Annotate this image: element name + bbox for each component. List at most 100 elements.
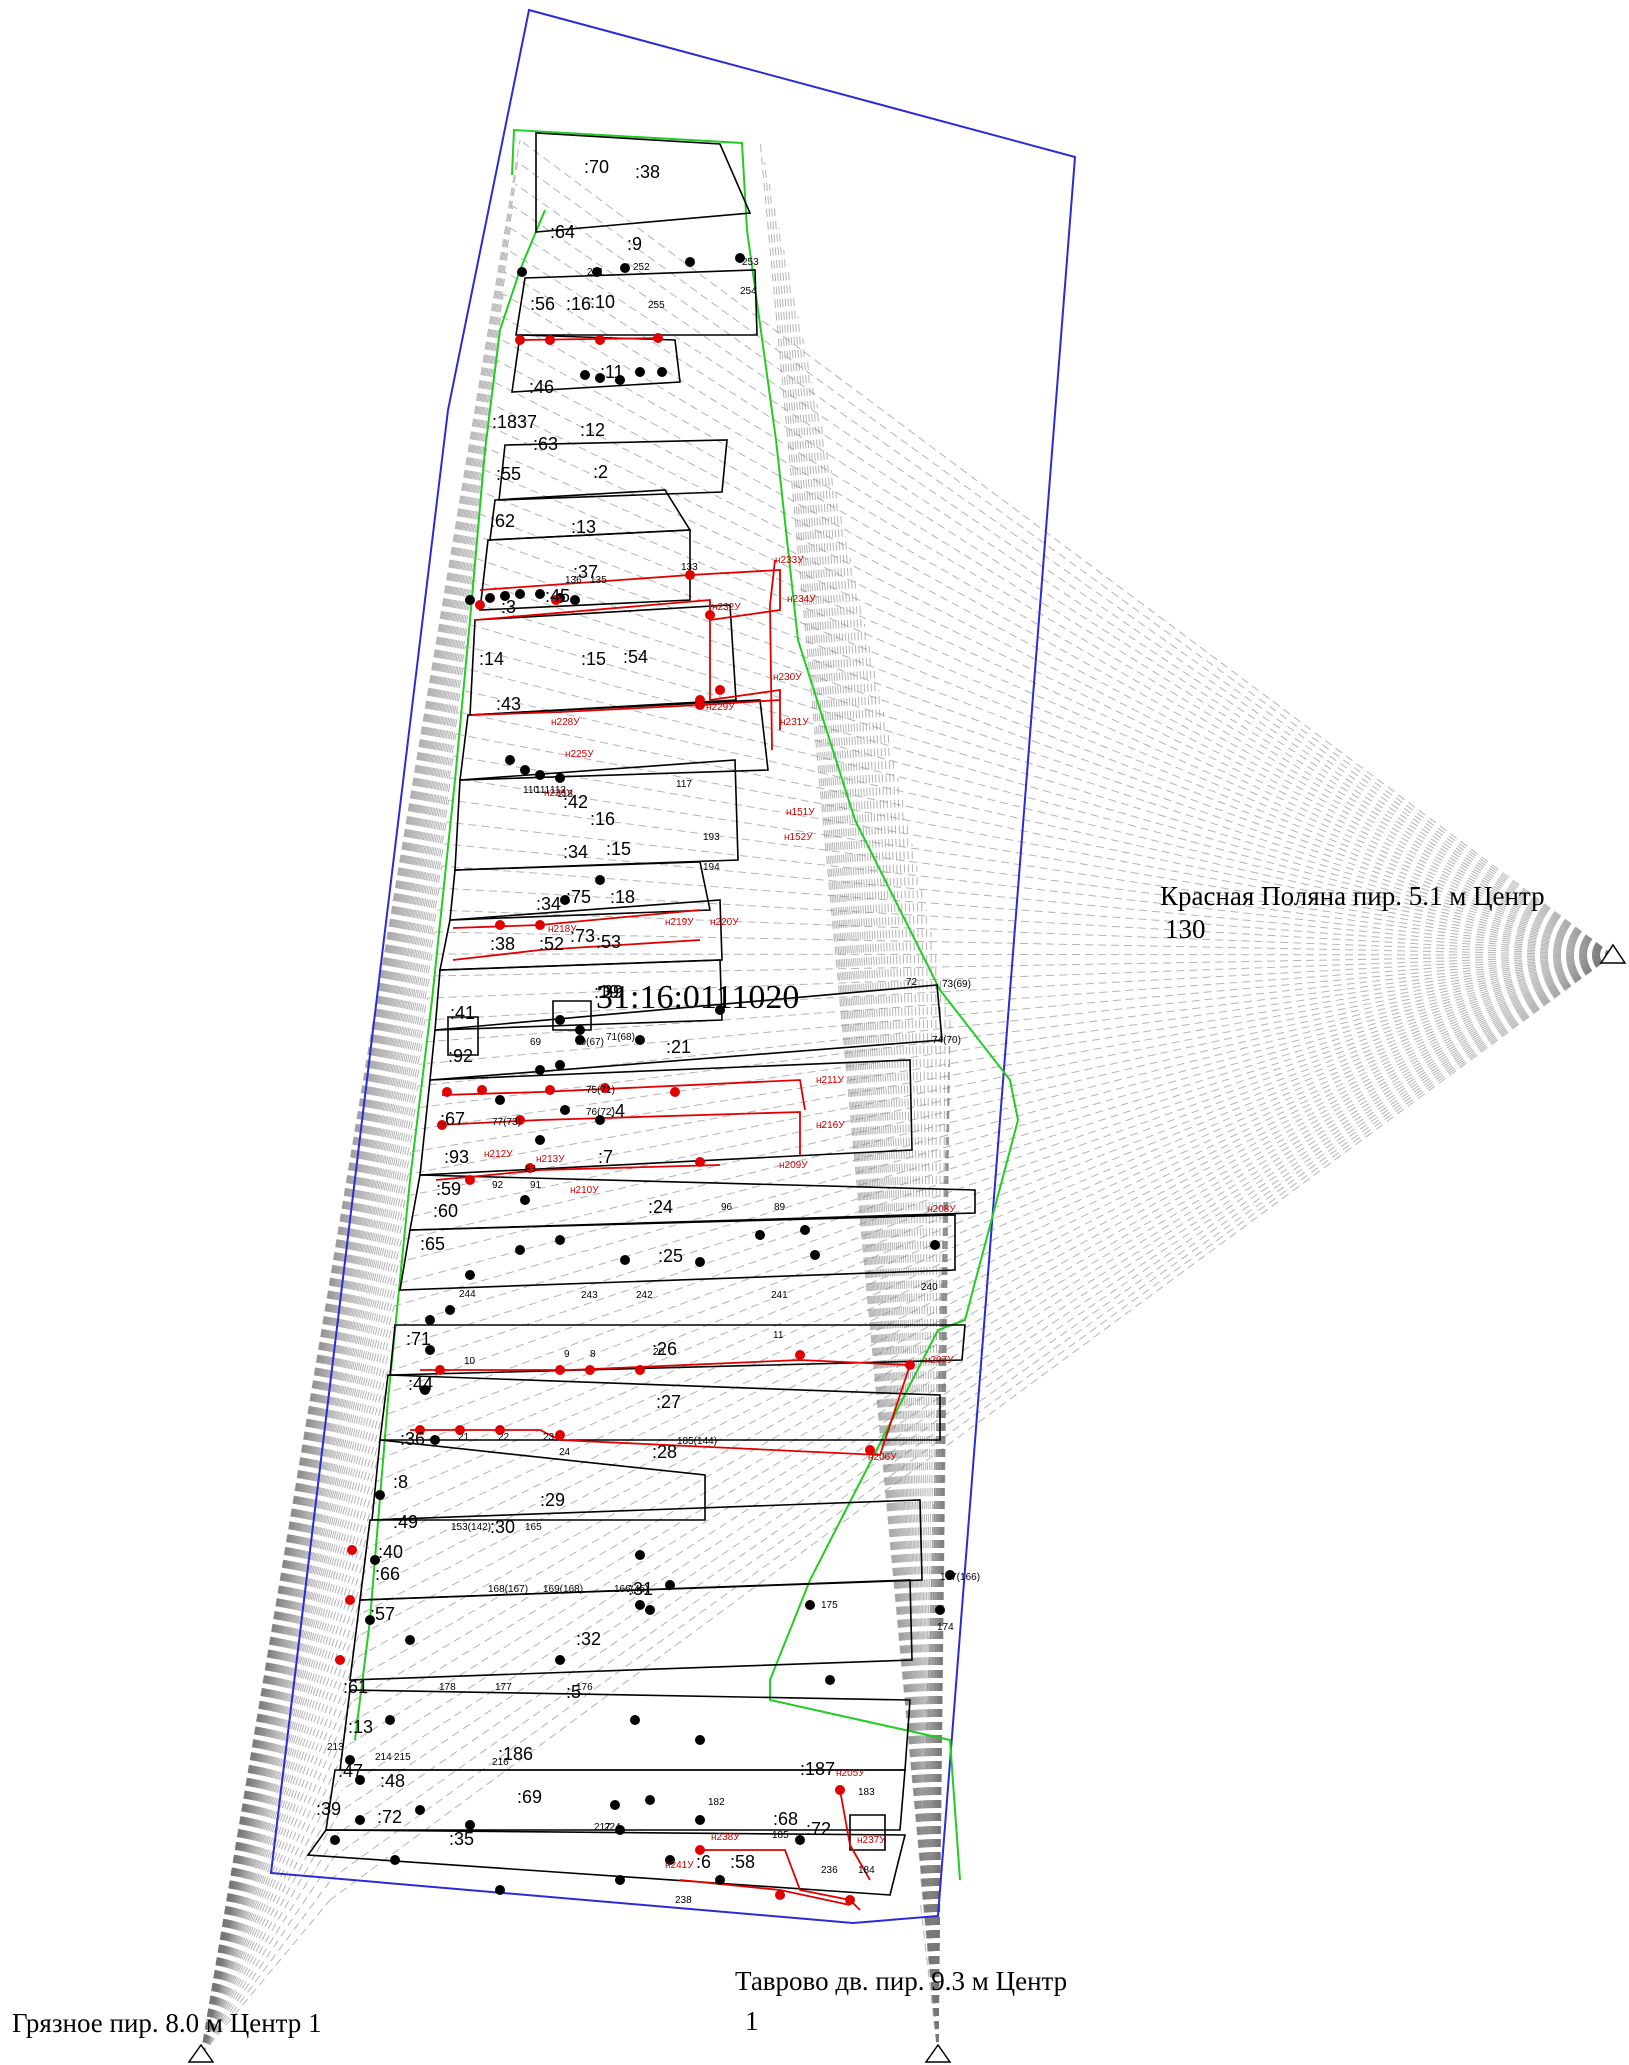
red-survey-point	[715, 685, 725, 695]
sightline	[200, 1547, 369, 2056]
point-label: 184	[858, 1865, 875, 1876]
red-point-label: н207У	[925, 1355, 954, 1366]
black-survey-point	[560, 1105, 570, 1115]
sightline	[807, 359, 939, 2056]
point-label: 20	[653, 1347, 665, 1358]
station-label-gryaznoe: Грязное пир. 8.0 м Центр 1	[12, 2008, 322, 2038]
black-survey-point	[560, 895, 570, 905]
sightline	[484, 469, 1614, 956]
sightline	[512, 205, 1614, 956]
sightline	[453, 755, 1614, 956]
parcel-label: :63	[533, 434, 558, 454]
red-survey-point	[347, 1545, 357, 1555]
parcel-label: :46	[529, 377, 554, 397]
point-label: 216	[492, 1757, 509, 1768]
black-survey-point	[935, 1605, 945, 1615]
red-survey-point	[545, 1085, 555, 1095]
sightline	[859, 601, 939, 2056]
parcel-label: :21	[666, 1037, 691, 1057]
black-survey-point	[535, 1135, 545, 1145]
point-label: 22	[498, 1432, 510, 1443]
sightline	[929, 1613, 939, 2056]
red-point-label: н232У	[712, 602, 741, 613]
sightline	[816, 403, 939, 2056]
black-survey-point	[615, 1825, 625, 1835]
red-survey-point	[455, 1425, 465, 1435]
station-number-krasnaya-polyana: 130	[1165, 914, 1206, 944]
point-label: 72	[906, 977, 918, 988]
parcel-label: :47	[338, 1761, 363, 1781]
black-survey-point	[330, 1835, 340, 1845]
sightline	[200, 1855, 336, 2056]
sightline	[200, 535, 478, 2056]
red-point-label: н209У	[779, 1160, 808, 1171]
sightline	[441, 865, 1614, 956]
black-survey-point	[945, 1570, 955, 1580]
point-label: 174	[937, 1622, 954, 1633]
sightline	[424, 954, 1614, 1021]
point-label: 74(70)	[932, 1035, 961, 1046]
sightline	[469, 601, 1614, 956]
parcel-label: :49	[393, 1512, 418, 1532]
blue-boundary-polygon	[269, 8, 1077, 1925]
black-survey-point	[635, 1550, 645, 1560]
parcel-label: :24	[648, 1197, 673, 1217]
parcel-label: :52	[539, 934, 564, 954]
red-point-label: н208У	[927, 1204, 956, 1215]
sightline	[200, 1745, 348, 2056]
sightline	[491, 403, 1614, 956]
black-survey-point	[355, 1815, 365, 1825]
black-survey-point	[610, 1800, 620, 1810]
sightline	[496, 359, 1614, 956]
black-survey-point	[592, 267, 602, 277]
parcel-label: :44	[408, 1374, 433, 1394]
black-survey-point	[595, 1115, 605, 1125]
sightline	[415, 954, 1614, 1109]
point-label: 251	[587, 267, 604, 278]
sightline	[341, 954, 1614, 1791]
point-label: 253	[742, 257, 759, 268]
black-survey-point	[555, 1060, 565, 1070]
parcel-label: :58	[730, 1852, 755, 1872]
black-survey-point	[570, 595, 580, 605]
parcel-label: :37	[573, 562, 598, 582]
black-survey-point	[645, 1605, 655, 1615]
point-label: 24	[559, 1447, 571, 1458]
sightline	[455, 733, 1614, 956]
sightline	[477, 535, 1614, 956]
parcel-label: :5	[566, 1682, 581, 1702]
point-label: 75(71)	[586, 1085, 615, 1096]
station-number-tavrovo: 1	[745, 2006, 759, 2036]
parcel-label: :29	[540, 1490, 565, 1510]
sightline	[200, 1503, 374, 2056]
sightline	[200, 1481, 376, 2056]
sightline	[370, 954, 1614, 1527]
cadastral-quarter-number: 31:16:0111020	[596, 979, 799, 1016]
black-survey-point	[495, 1885, 505, 1895]
black-survey-point	[735, 253, 745, 263]
red-point-label: н241У	[665, 1860, 694, 1871]
sightline	[427, 954, 1614, 999]
black-survey-point	[500, 591, 510, 601]
sightline	[200, 469, 485, 2056]
black-survey-point	[385, 1715, 395, 1725]
sightline	[429, 954, 1614, 977]
black-survey-point	[465, 1270, 475, 1280]
sightline	[481, 491, 1614, 956]
sightline	[346, 954, 1614, 1747]
black-survey-point	[695, 1257, 705, 1267]
sightline	[420, 954, 1614, 1065]
parcel-label: :61	[343, 1677, 368, 1697]
parcel-label: :40	[378, 1542, 403, 1562]
black-survey-point	[615, 1875, 625, 1885]
parcel-label: :38	[490, 934, 515, 954]
red-point-labels: н233У н234У н232У н230У н229У н231У н228У н225У…	[484, 555, 956, 1871]
point-label: 236	[821, 1865, 838, 1876]
point-label: 215	[394, 1752, 411, 1763]
sightline	[200, 1085, 419, 2056]
sightline	[434, 931, 1614, 956]
sightline	[200, 1569, 367, 2056]
sightline	[932, 1525, 939, 2056]
sightline	[200, 1613, 362, 2056]
point-label: 76(72)	[586, 1107, 615, 1118]
